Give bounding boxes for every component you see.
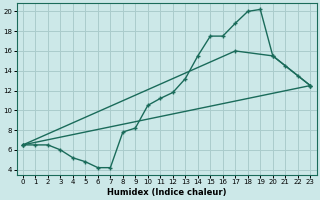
X-axis label: Humidex (Indice chaleur): Humidex (Indice chaleur) [107, 188, 226, 197]
